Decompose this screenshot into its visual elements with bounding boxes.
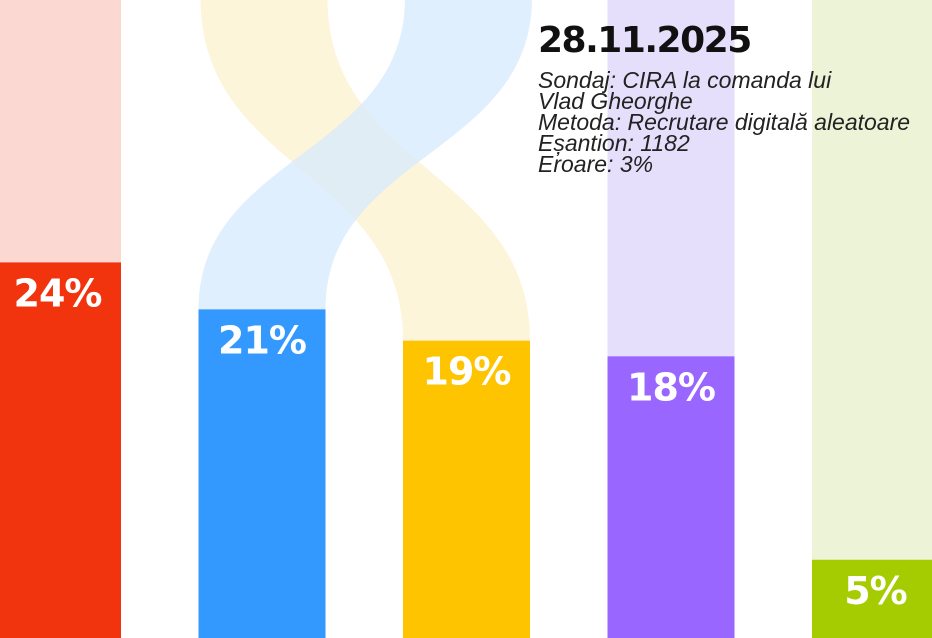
- poll-method: Metoda: Recrutare digitală aleatoare: [538, 109, 911, 135]
- poll-info: 28.11.2025 Sondaj: CIRA la comanda lui V…: [538, 18, 932, 175]
- swap-ribbon: [198, 0, 532, 310]
- poll-sample: Eșantion: 1182: [538, 130, 690, 156]
- poll-date: 28.11.2025: [538, 20, 752, 61]
- bar-value-label: 19%: [423, 350, 511, 394]
- bar: [0, 262, 121, 638]
- swap-ribbons: [198, 0, 532, 341]
- ghost-column: [0, 0, 121, 263]
- bar-value-label: 18%: [627, 365, 715, 409]
- bar: [607, 356, 735, 638]
- poll-source: Sondaj: CIRA la comanda lui: [538, 67, 832, 93]
- bars: [0, 262, 932, 638]
- background-columns: [0, 0, 932, 560]
- bar: [812, 559, 932, 638]
- bar: [198, 309, 326, 638]
- poll-client: Vlad Gheorghe: [538, 88, 693, 114]
- bar-value-label: 24%: [14, 271, 102, 315]
- bar-value-label: 21%: [218, 318, 306, 362]
- ghost-column: [607, 0, 735, 357]
- ghost-column: [812, 0, 932, 560]
- bar-value-labels: 24% 21% 19% 18% 5%: [14, 271, 908, 613]
- bar-value-label: 5%: [844, 569, 907, 613]
- bar: [403, 340, 530, 638]
- poll-error: Eroare: 3%: [538, 151, 654, 176]
